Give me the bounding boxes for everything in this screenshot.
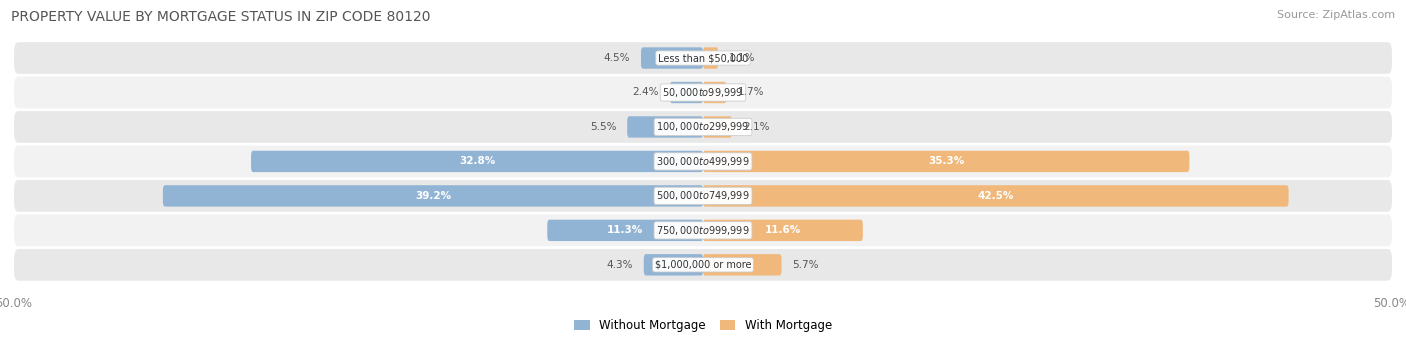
FancyBboxPatch shape — [703, 220, 863, 241]
Legend: Without Mortgage, With Mortgage: Without Mortgage, With Mortgage — [574, 319, 832, 332]
FancyBboxPatch shape — [669, 82, 703, 103]
Text: 35.3%: 35.3% — [928, 156, 965, 167]
Text: Source: ZipAtlas.com: Source: ZipAtlas.com — [1277, 10, 1395, 20]
Text: 39.2%: 39.2% — [415, 191, 451, 201]
Text: $750,000 to $999,999: $750,000 to $999,999 — [657, 224, 749, 237]
Text: 1.1%: 1.1% — [730, 53, 755, 63]
FancyBboxPatch shape — [703, 151, 1189, 172]
FancyBboxPatch shape — [703, 116, 733, 138]
Text: 32.8%: 32.8% — [458, 156, 495, 167]
Text: $1,000,000 or more: $1,000,000 or more — [655, 260, 751, 270]
FancyBboxPatch shape — [14, 215, 1392, 246]
Text: PROPERTY VALUE BY MORTGAGE STATUS IN ZIP CODE 80120: PROPERTY VALUE BY MORTGAGE STATUS IN ZIP… — [11, 10, 430, 24]
Text: 5.5%: 5.5% — [589, 122, 616, 132]
FancyBboxPatch shape — [547, 220, 703, 241]
FancyBboxPatch shape — [14, 111, 1392, 143]
FancyBboxPatch shape — [627, 116, 703, 138]
Text: 2.4%: 2.4% — [633, 87, 659, 98]
FancyBboxPatch shape — [14, 249, 1392, 281]
FancyBboxPatch shape — [14, 42, 1392, 74]
Text: 5.7%: 5.7% — [793, 260, 820, 270]
Text: 2.1%: 2.1% — [742, 122, 769, 132]
Text: 42.5%: 42.5% — [977, 191, 1014, 201]
FancyBboxPatch shape — [14, 180, 1392, 212]
FancyBboxPatch shape — [252, 151, 703, 172]
Text: 11.6%: 11.6% — [765, 225, 801, 235]
Text: 4.3%: 4.3% — [606, 260, 633, 270]
Text: 11.3%: 11.3% — [607, 225, 644, 235]
Text: 1.7%: 1.7% — [738, 87, 763, 98]
FancyBboxPatch shape — [644, 254, 703, 275]
Text: $500,000 to $749,999: $500,000 to $749,999 — [657, 189, 749, 202]
FancyBboxPatch shape — [163, 185, 703, 207]
Text: Less than $50,000: Less than $50,000 — [658, 53, 748, 63]
FancyBboxPatch shape — [703, 82, 727, 103]
FancyBboxPatch shape — [703, 185, 1289, 207]
Text: $50,000 to $99,999: $50,000 to $99,999 — [662, 86, 744, 99]
FancyBboxPatch shape — [703, 254, 782, 275]
Text: $100,000 to $299,999: $100,000 to $299,999 — [657, 120, 749, 134]
FancyBboxPatch shape — [703, 47, 718, 69]
FancyBboxPatch shape — [641, 47, 703, 69]
FancyBboxPatch shape — [14, 76, 1392, 108]
FancyBboxPatch shape — [14, 146, 1392, 177]
Text: 4.5%: 4.5% — [603, 53, 630, 63]
Text: $300,000 to $499,999: $300,000 to $499,999 — [657, 155, 749, 168]
